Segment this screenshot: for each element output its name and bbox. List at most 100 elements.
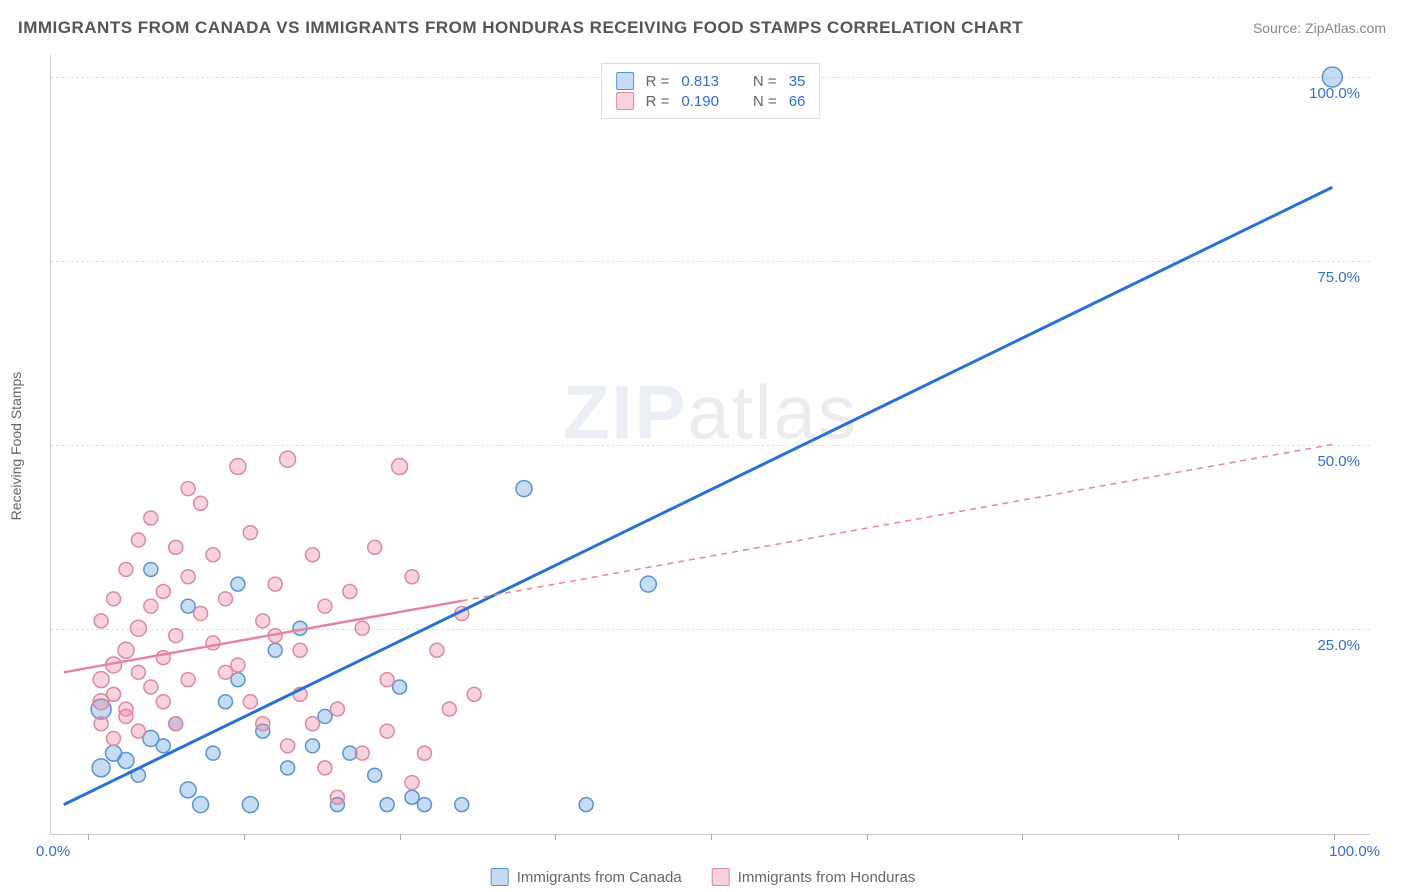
data-point bbox=[181, 673, 195, 687]
chart-title: IMMIGRANTS FROM CANADA VS IMMIGRANTS FRO… bbox=[18, 18, 1023, 38]
data-point bbox=[393, 680, 407, 694]
plot-area: ZIPatlas R = 0.813 N = 35 R = 0.190 N = … bbox=[50, 55, 1370, 835]
data-point bbox=[119, 562, 133, 576]
data-point bbox=[193, 797, 209, 813]
regression-line bbox=[64, 601, 462, 672]
legend-correlation-row: R = 0.190 N = 66 bbox=[616, 92, 806, 110]
regression-line-extrapolated bbox=[462, 445, 1333, 601]
regression-line bbox=[64, 187, 1333, 804]
data-point bbox=[579, 798, 593, 812]
data-point bbox=[231, 673, 245, 687]
x-tick-mark bbox=[1022, 834, 1023, 840]
data-point bbox=[256, 614, 270, 628]
data-point bbox=[380, 673, 394, 687]
data-point bbox=[306, 548, 320, 562]
data-point bbox=[131, 665, 145, 679]
data-point bbox=[231, 577, 245, 591]
data-point bbox=[180, 782, 196, 798]
data-point bbox=[405, 790, 419, 804]
data-point bbox=[194, 607, 208, 621]
data-point bbox=[144, 599, 158, 613]
data-point bbox=[144, 562, 158, 576]
data-point bbox=[355, 621, 369, 635]
data-point bbox=[130, 620, 146, 636]
legend-swatch bbox=[616, 92, 634, 110]
data-point bbox=[417, 798, 431, 812]
data-point bbox=[467, 687, 481, 701]
data-point bbox=[181, 599, 195, 613]
data-point bbox=[330, 790, 344, 804]
data-point bbox=[306, 739, 320, 753]
data-point bbox=[206, 636, 220, 650]
scatter-plot bbox=[51, 55, 1370, 834]
data-point bbox=[281, 739, 295, 753]
data-point bbox=[231, 658, 245, 672]
x-tick-mark bbox=[867, 834, 868, 840]
legend-swatch bbox=[712, 868, 730, 886]
source-label: Source: ZipAtlas.com bbox=[1253, 20, 1386, 36]
x-tick-mark bbox=[88, 834, 89, 840]
r-label: R = bbox=[646, 73, 670, 90]
data-point bbox=[293, 643, 307, 657]
data-point bbox=[405, 570, 419, 584]
data-point bbox=[131, 533, 145, 547]
x-tick-mark bbox=[555, 834, 556, 840]
data-point bbox=[330, 702, 344, 716]
legend-series-label: Immigrants from Canada bbox=[517, 869, 682, 886]
chart-container: IMMIGRANTS FROM CANADA VS IMMIGRANTS FRO… bbox=[0, 0, 1406, 892]
x-tick-mark bbox=[244, 834, 245, 840]
data-point bbox=[230, 459, 246, 475]
data-point bbox=[405, 776, 419, 790]
legend-series-item: Immigrants from Canada bbox=[491, 868, 682, 886]
r-value: 0.190 bbox=[681, 93, 719, 110]
n-value: 66 bbox=[789, 93, 806, 110]
x-tick-mark bbox=[1178, 834, 1179, 840]
data-point bbox=[92, 759, 110, 777]
legend-series-label: Immigrants from Honduras bbox=[738, 869, 916, 886]
data-point bbox=[243, 695, 257, 709]
data-point bbox=[206, 548, 220, 562]
legend-series: Immigrants from Canada Immigrants from H… bbox=[491, 868, 916, 886]
data-point bbox=[268, 577, 282, 591]
data-point bbox=[218, 695, 232, 709]
y-axis-label: Receiving Food Stamps bbox=[8, 372, 24, 521]
data-point bbox=[343, 584, 357, 598]
data-point bbox=[144, 680, 158, 694]
r-value: 0.813 bbox=[681, 73, 719, 90]
data-point bbox=[280, 451, 296, 467]
data-point bbox=[94, 614, 108, 628]
data-point bbox=[430, 643, 444, 657]
data-point bbox=[380, 724, 394, 738]
data-point bbox=[242, 797, 258, 813]
data-point bbox=[107, 592, 121, 606]
data-point bbox=[119, 709, 133, 723]
data-point bbox=[156, 739, 170, 753]
data-point bbox=[194, 496, 208, 510]
legend-correlation-row: R = 0.813 N = 35 bbox=[616, 72, 806, 90]
data-point bbox=[455, 798, 469, 812]
n-label: N = bbox=[753, 93, 777, 110]
data-point bbox=[218, 665, 232, 679]
r-label: R = bbox=[646, 93, 670, 110]
data-point bbox=[516, 481, 532, 497]
data-point bbox=[156, 584, 170, 598]
legend-swatch bbox=[616, 72, 634, 90]
data-point bbox=[1322, 67, 1342, 87]
data-point bbox=[392, 459, 408, 475]
n-label: N = bbox=[753, 73, 777, 90]
data-point bbox=[256, 717, 270, 731]
data-point bbox=[131, 724, 145, 738]
legend-correlation: R = 0.813 N = 35 R = 0.190 N = 66 bbox=[601, 63, 821, 119]
data-point bbox=[118, 642, 134, 658]
data-point bbox=[181, 570, 195, 584]
data-point bbox=[368, 768, 382, 782]
data-point bbox=[380, 798, 394, 812]
data-point bbox=[107, 731, 121, 745]
data-point bbox=[169, 717, 183, 731]
x-tick-mark bbox=[400, 834, 401, 840]
data-point bbox=[107, 687, 121, 701]
data-point bbox=[206, 746, 220, 760]
data-point bbox=[281, 761, 295, 775]
data-point bbox=[318, 599, 332, 613]
data-point bbox=[318, 761, 332, 775]
